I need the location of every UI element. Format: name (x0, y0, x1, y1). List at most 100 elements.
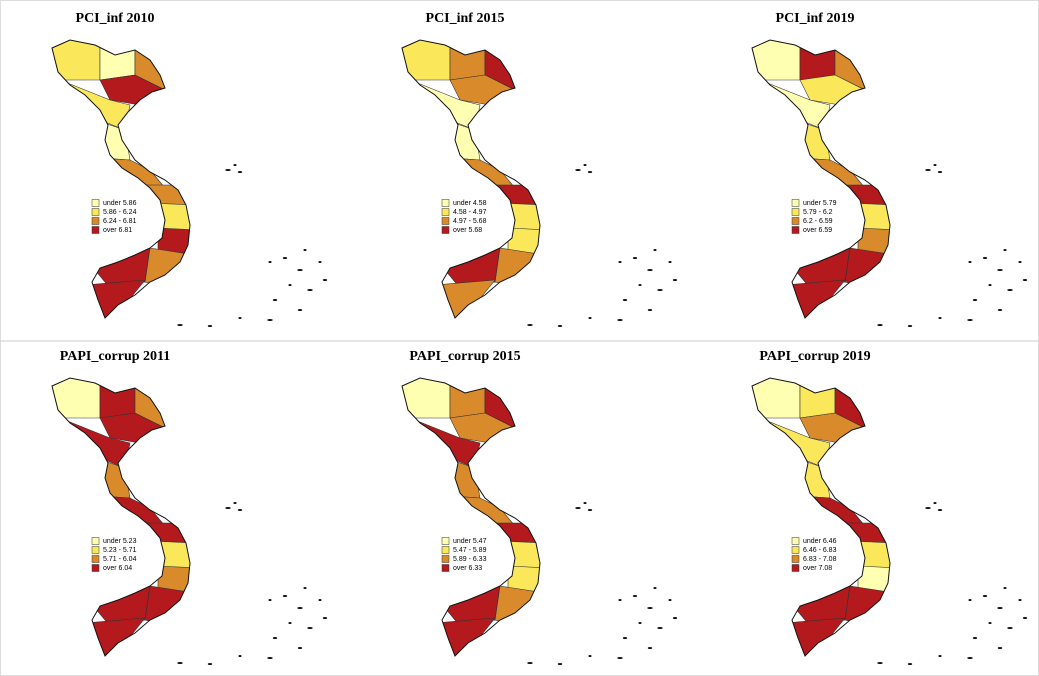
island (653, 587, 656, 589)
legend-swatch (792, 218, 799, 225)
island (973, 299, 977, 301)
legend-swatch (92, 556, 99, 563)
island (648, 647, 652, 649)
legend-swatch (442, 547, 449, 554)
legend-label: 5.79 - 6.2 (803, 209, 833, 216)
island (967, 319, 973, 321)
province (800, 158, 865, 188)
island (238, 655, 241, 657)
legend-label: 6.24 - 6.81 (103, 218, 137, 225)
legend-swatch (92, 209, 99, 216)
legend-label: under 5.23 (103, 538, 137, 545)
island (657, 289, 663, 291)
island (1007, 289, 1013, 291)
map-title: PAPI_corrup 2015 (409, 349, 520, 364)
map-panel: PAPI_corrup 2011under 5.235.23 - 5.715.7… (40, 349, 327, 668)
island (633, 257, 637, 259)
legend-label: 4.58 - 4.97 (453, 209, 487, 216)
island (273, 299, 277, 301)
island (648, 309, 652, 311)
province (490, 523, 545, 543)
island (973, 637, 977, 639)
island (1018, 261, 1021, 263)
legend-swatch (792, 547, 799, 554)
legend-label: under 5.86 (103, 200, 137, 207)
province (495, 586, 545, 628)
island (238, 509, 242, 511)
map-title: PCI_inf 2010 (76, 11, 155, 26)
legend-swatch (792, 565, 799, 572)
island (588, 317, 591, 319)
province (800, 373, 835, 418)
island (668, 599, 671, 601)
province (795, 458, 830, 498)
province (450, 496, 515, 526)
province (140, 185, 195, 205)
province (445, 458, 480, 498)
island (983, 595, 987, 597)
island (938, 171, 942, 173)
island (877, 324, 883, 326)
province (490, 185, 545, 205)
island (647, 607, 653, 609)
island (208, 325, 212, 327)
island (997, 269, 1003, 271)
map-title: PCI_inf 2019 (776, 11, 855, 26)
map (40, 35, 198, 330)
island (273, 637, 277, 639)
province (500, 203, 548, 230)
island (1018, 599, 1021, 601)
island (1003, 587, 1006, 589)
province (450, 35, 485, 80)
island (925, 169, 931, 171)
legend-swatch (442, 200, 449, 207)
legend-label: 6.46 - 6.83 (803, 547, 837, 554)
province (145, 586, 195, 628)
page: {"legend_colors": ["#ffffb2", "#fbe85a",… (0, 0, 1039, 676)
province (450, 373, 485, 418)
legend-label: over 6.81 (103, 227, 132, 234)
legend-label: 5.23 - 5.71 (103, 547, 137, 554)
island (177, 662, 183, 664)
island (988, 622, 991, 624)
island (925, 507, 931, 509)
island (1003, 249, 1006, 251)
province (100, 373, 135, 418)
figure: PCI_inf 2010under 5.865.86 - 6.246.24 - … (0, 0, 1039, 676)
legend-swatch (92, 200, 99, 207)
island (633, 595, 637, 597)
island (1023, 617, 1027, 619)
island (933, 164, 936, 166)
island (657, 627, 663, 629)
legend-label: 5.89 - 6.33 (453, 556, 487, 563)
legend-swatch (792, 209, 799, 216)
island (583, 502, 586, 504)
map (40, 373, 198, 668)
island (653, 249, 656, 251)
province (500, 541, 548, 568)
province (845, 248, 895, 290)
province (495, 248, 545, 290)
island (288, 284, 291, 286)
province (145, 248, 195, 290)
legend-swatch (92, 218, 99, 225)
island (938, 655, 941, 657)
island (938, 509, 942, 511)
legend-label: 6.2 - 6.59 (803, 218, 833, 225)
island (638, 622, 641, 624)
legend-label: under 6.46 (803, 538, 837, 545)
island (877, 662, 883, 664)
island (268, 261, 271, 263)
province (850, 203, 898, 230)
island (588, 655, 591, 657)
island (318, 261, 321, 263)
island (303, 249, 306, 251)
legend-swatch (442, 565, 449, 572)
legend-label: under 4.58 (453, 200, 487, 207)
island (938, 317, 941, 319)
island (673, 617, 677, 619)
legend-label: over 7.08 (803, 565, 832, 572)
province (445, 120, 480, 160)
